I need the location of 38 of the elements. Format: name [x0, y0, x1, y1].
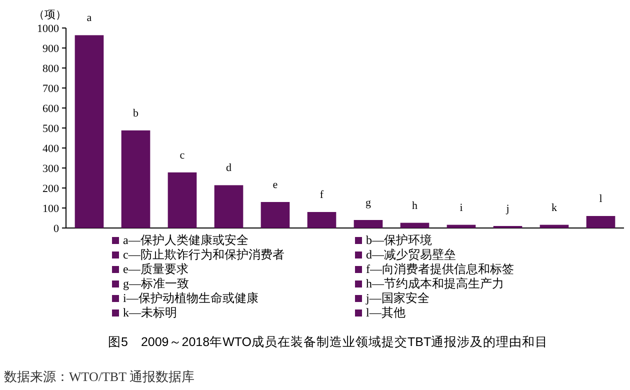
x-tick-label: b — [133, 107, 139, 120]
x-tick-label: c — [180, 149, 185, 162]
legend-label: l—其他 — [366, 306, 406, 320]
y-tick-label: 200 — [42, 183, 60, 195]
legend-label: c—防止欺诈行为和保护消费者 — [123, 248, 284, 262]
legend-label: j—国家安全 — [365, 291, 430, 305]
legend-label: d—减少贸易壁垒 — [366, 248, 456, 262]
x-tick-label: h — [412, 200, 418, 212]
y-axis-title: （项） — [34, 9, 66, 21]
legend-label: g—标准一致 — [123, 276, 189, 290]
legend-label: i—保护动植物生命或健康 — [123, 291, 258, 305]
legend-label: f—向消费者提供信息和标签 — [366, 262, 514, 276]
x-tick-label: d — [226, 162, 232, 174]
y-tick-label: 600 — [42, 103, 60, 115]
y-tick-label: 800 — [42, 63, 60, 75]
y-tick-label: 300 — [42, 163, 60, 175]
x-tick-label: i — [460, 202, 463, 214]
y-tick-label: 0 — [54, 223, 60, 235]
x-tick-label: l — [599, 193, 602, 205]
y-tick-label: 100 — [42, 203, 60, 215]
y-tick-label: 500 — [42, 123, 60, 135]
x-tick-label: g — [366, 197, 372, 209]
x-tick-label: e — [272, 179, 278, 191]
legend-label: h—节约成本和提高生产力 — [366, 276, 504, 290]
legend-label: e—质量要求 — [123, 262, 188, 276]
legend-label: b—保护环境 — [366, 233, 432, 247]
x-tick-label: a — [86, 12, 92, 24]
legend-label: a—保护人类健康或安全 — [123, 233, 248, 247]
y-tick-label: 400 — [42, 143, 60, 155]
x-tick-label: f — [320, 189, 324, 201]
legend-label: k—未标明 — [123, 306, 177, 320]
x-tick-label: k — [552, 202, 558, 214]
text: 图5 2009～2018年WTO成员在装备制造业领域提交TBT通报涉及的理由和目 — [108, 334, 548, 349]
y-tick-label: 900 — [42, 43, 60, 55]
y-tick-label: 700 — [42, 83, 60, 95]
source-note: 数据来源：WTO/TBT 通报数据库 — [4, 369, 195, 384]
x-tick-label: j — [505, 203, 510, 215]
y-tick-label: 1000 — [37, 23, 60, 35]
